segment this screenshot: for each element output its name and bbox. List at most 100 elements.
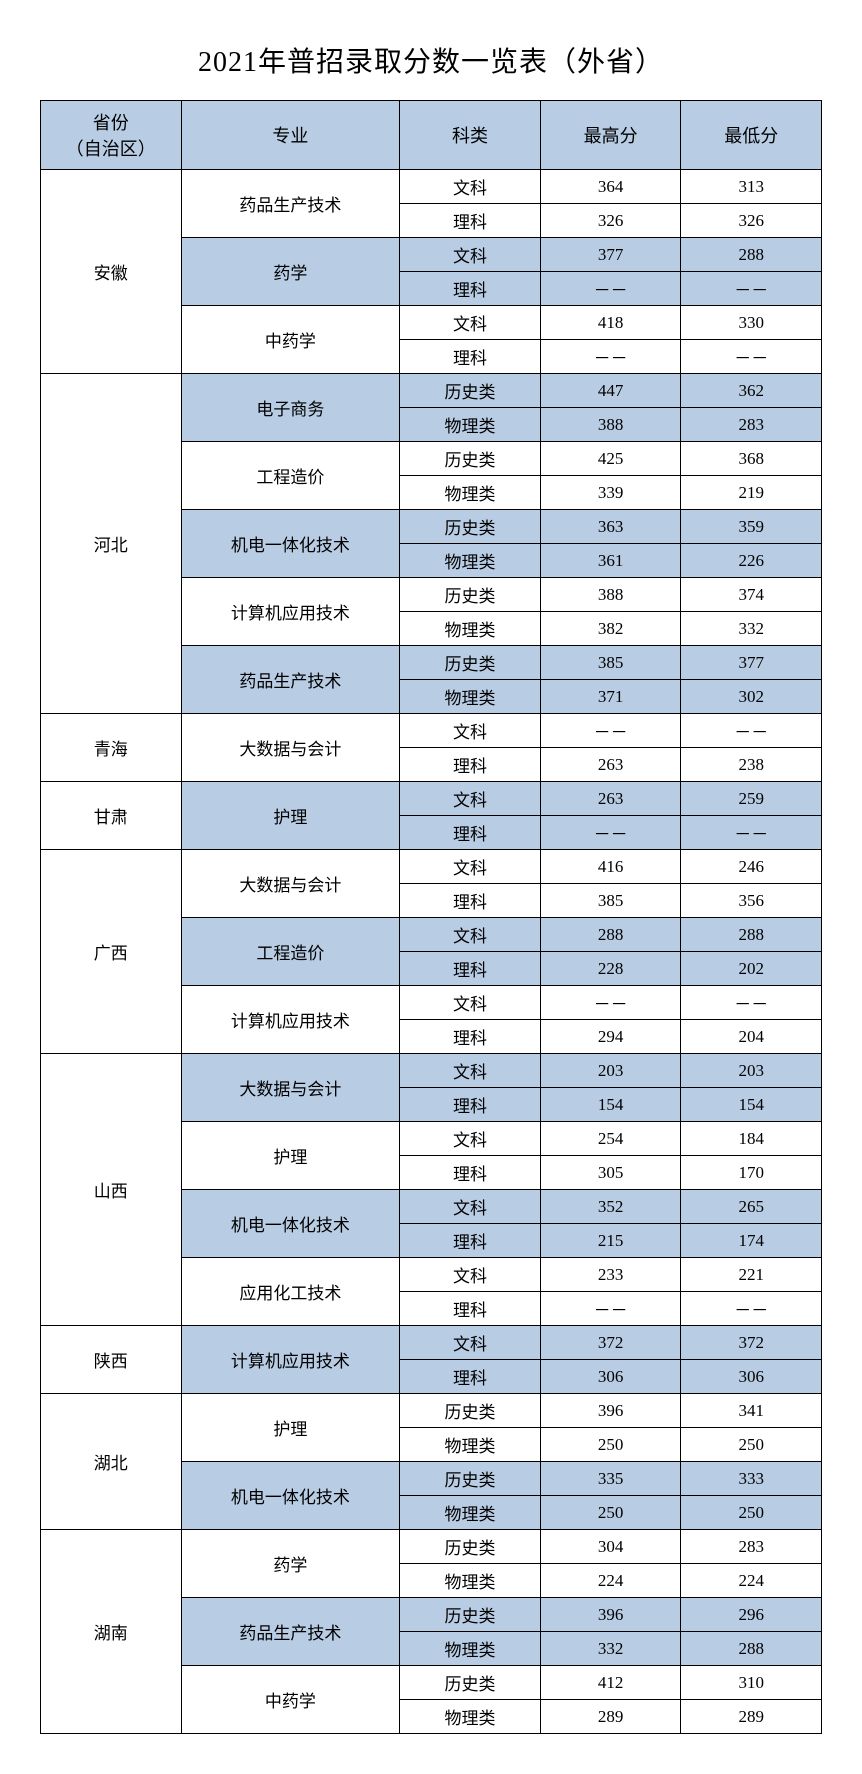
major-cell: 机电一体化技术 [181,1190,400,1258]
low-score-cell: 302 [681,680,822,714]
category-cell: 历史类 [400,374,541,408]
category-cell: 历史类 [400,1530,541,1564]
category-cell: 历史类 [400,442,541,476]
category-cell: 文科 [400,1122,541,1156]
major-cell: 药品生产技术 [181,1598,400,1666]
high-score-cell: 154 [540,1088,681,1122]
low-score-cell: 341 [681,1394,822,1428]
low-score-cell: 374 [681,578,822,612]
header-category: 科类 [400,101,541,170]
category-cell: 文科 [400,782,541,816]
major-cell: 计算机应用技术 [181,1326,400,1394]
low-score-cell: 289 [681,1700,822,1734]
category-cell: 理科 [400,1360,541,1394]
high-score-cell: 263 [540,748,681,782]
low-score-cell: －－ [681,986,822,1020]
category-cell: 物理类 [400,1632,541,1666]
category-cell: 理科 [400,1292,541,1326]
low-score-cell: －－ [681,816,822,850]
low-score-cell: 174 [681,1224,822,1258]
table-row: 山西大数据与会计文科203203 [41,1054,822,1088]
table-row: 湖南药学历史类304283 [41,1530,822,1564]
low-score-cell: 259 [681,782,822,816]
high-score-cell: 215 [540,1224,681,1258]
low-score-cell: 246 [681,850,822,884]
low-score-cell: －－ [681,272,822,306]
major-cell: 工程造价 [181,442,400,510]
category-cell: 文科 [400,986,541,1020]
low-score-cell: 330 [681,306,822,340]
table-row: 安徽药品生产技术文科364313 [41,170,822,204]
high-score-cell: 447 [540,374,681,408]
high-score-cell: 372 [540,1326,681,1360]
category-cell: 历史类 [400,510,541,544]
high-score-cell: 364 [540,170,681,204]
header-high: 最高分 [540,101,681,170]
low-score-cell: 356 [681,884,822,918]
category-cell: 理科 [400,1020,541,1054]
header-major: 专业 [181,101,400,170]
category-cell: 理科 [400,204,541,238]
high-score-cell: 352 [540,1190,681,1224]
table-row: 陕西计算机应用技术文科372372 [41,1326,822,1360]
low-score-cell: 288 [681,918,822,952]
major-cell: 机电一体化技术 [181,1462,400,1530]
major-cell: 药品生产技术 [181,170,400,238]
low-score-cell: －－ [681,1292,822,1326]
low-score-cell: 250 [681,1428,822,1462]
low-score-cell: 250 [681,1496,822,1530]
low-score-cell: 296 [681,1598,822,1632]
major-cell: 大数据与会计 [181,714,400,782]
province-cell: 湖北 [41,1394,182,1530]
high-score-cell: 294 [540,1020,681,1054]
low-score-cell: 170 [681,1156,822,1190]
high-score-cell: 335 [540,1462,681,1496]
category-cell: 物理类 [400,408,541,442]
table-row: 河北电子商务历史类447362 [41,374,822,408]
low-score-cell: 359 [681,510,822,544]
high-score-cell: 203 [540,1054,681,1088]
high-score-cell: 250 [540,1428,681,1462]
major-cell: 大数据与会计 [181,1054,400,1122]
category-cell: 历史类 [400,1666,541,1700]
category-cell: 理科 [400,952,541,986]
province-cell: 湖南 [41,1530,182,1734]
low-score-cell: 333 [681,1462,822,1496]
province-cell: 安徽 [41,170,182,374]
category-cell: 文科 [400,714,541,748]
high-score-cell: 382 [540,612,681,646]
category-cell: 文科 [400,306,541,340]
high-score-cell: 388 [540,578,681,612]
low-score-cell: 288 [681,1632,822,1666]
page-title: 2021年普招录取分数一览表（外省） [40,40,822,80]
high-score-cell: 254 [540,1122,681,1156]
major-cell: 计算机应用技术 [181,986,400,1054]
high-score-cell: 418 [540,306,681,340]
table-header-row: 省份 （自治区） 专业 科类 最高分 最低分 [41,101,822,170]
province-cell: 甘肃 [41,782,182,850]
low-score-cell: 332 [681,612,822,646]
high-score-cell: 385 [540,884,681,918]
category-cell: 理科 [400,816,541,850]
high-score-cell: 289 [540,1700,681,1734]
high-score-cell: 233 [540,1258,681,1292]
category-cell: 历史类 [400,1394,541,1428]
header-province: 省份 （自治区） [41,101,182,170]
category-cell: 理科 [400,1156,541,1190]
low-score-cell: 288 [681,238,822,272]
low-score-cell: 154 [681,1088,822,1122]
high-score-cell: 263 [540,782,681,816]
category-cell: 文科 [400,1326,541,1360]
high-score-cell: －－ [540,272,681,306]
province-cell: 河北 [41,374,182,714]
low-score-cell: 306 [681,1360,822,1394]
high-score-cell: 306 [540,1360,681,1394]
header-low: 最低分 [681,101,822,170]
high-score-cell: 304 [540,1530,681,1564]
category-cell: 文科 [400,850,541,884]
high-score-cell: 377 [540,238,681,272]
low-score-cell: 226 [681,544,822,578]
high-score-cell: 361 [540,544,681,578]
major-cell: 应用化工技术 [181,1258,400,1326]
major-cell: 药品生产技术 [181,646,400,714]
